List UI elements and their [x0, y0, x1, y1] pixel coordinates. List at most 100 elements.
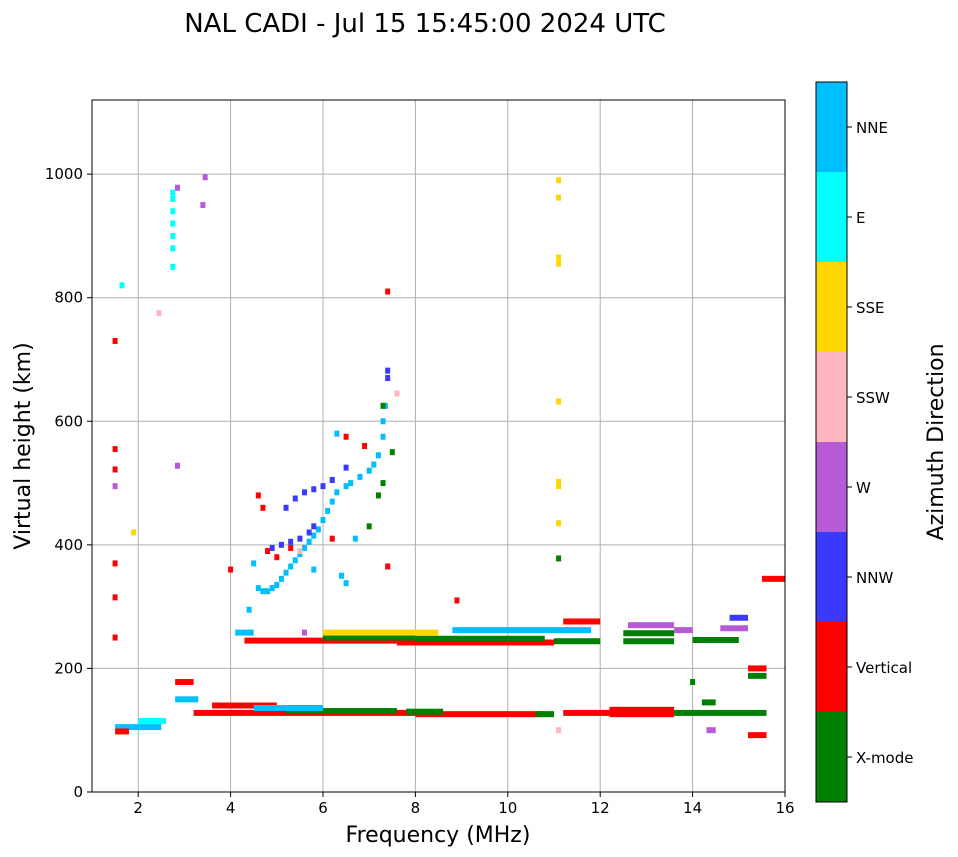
colorbar-segment-sse [816, 262, 847, 352]
echo-point-ssw [394, 390, 400, 397]
echo-point-sse [556, 483, 562, 490]
echo-run-w [627, 622, 675, 629]
echo-point-nnw [343, 464, 349, 471]
echo-point-nnw [329, 476, 335, 483]
echo-point-nne [334, 489, 340, 496]
echo-run-x-mode [323, 634, 416, 641]
echo-run-w [720, 625, 749, 632]
echo-point-sse [556, 520, 562, 527]
colorbar-tick-label: Vertical [856, 659, 912, 677]
echo-point-e [170, 195, 176, 202]
echo-point-x-mode [380, 480, 386, 487]
echo-point-nnw [311, 486, 317, 493]
y-tick-label: 0 [73, 783, 83, 801]
echo-point-vertical [112, 560, 118, 567]
echo-point-nne [297, 551, 303, 558]
echo-point-e [170, 189, 176, 196]
echo-point-vertical [265, 548, 271, 555]
y-tick-label: 800 [54, 289, 83, 307]
echo-point-nne [260, 588, 266, 595]
echo-run-x-mode [748, 672, 767, 679]
echo-point-sse [556, 177, 562, 184]
echo-point-nnw [306, 529, 312, 536]
echo-point-sse [556, 260, 562, 267]
echo-point-vertical [385, 563, 391, 570]
colorbar-tick-label: NNW [856, 569, 893, 587]
echo-run-vertical [244, 637, 397, 644]
echo-run-vertical [748, 665, 767, 672]
echo-point-nnw [288, 538, 294, 545]
echo-point-nne [255, 585, 261, 592]
echo-point-e [170, 263, 176, 270]
echo-point-x-mode [556, 555, 562, 562]
x-tick-label: 10 [498, 799, 517, 817]
echo-run-x-mode [535, 711, 554, 718]
echo-point-nnw [311, 523, 317, 530]
echo-run-nne [452, 627, 591, 634]
echo-run-x-mode [623, 638, 675, 645]
x-tick-label: 6 [318, 799, 328, 817]
echo-point-x-mode [375, 492, 381, 499]
echo-point-e [170, 208, 176, 215]
echo-point-nne [269, 585, 275, 592]
colorbar-label: Azimuth Direction [924, 343, 949, 540]
echo-point-nne [246, 606, 252, 613]
echo-point-nne [343, 580, 349, 587]
echo-point-vertical [255, 492, 261, 499]
echo-point-vertical [343, 433, 349, 440]
echo-run-w [674, 627, 693, 634]
echo-run-x-mode [692, 637, 739, 644]
echo-point-nne [302, 544, 308, 551]
colorbar-segment-x-mode [816, 712, 847, 802]
echo-point-ssw [297, 548, 303, 555]
echo-point-w [174, 184, 180, 191]
echo-point-sse [556, 398, 562, 405]
colorbar-tick-label: E [856, 209, 865, 227]
x-tick-label: 2 [133, 799, 143, 817]
echo-point-e [170, 232, 176, 239]
echo-point-nne [325, 507, 331, 514]
echo-point-nnw [385, 367, 391, 374]
colorbar-tick-label: X-mode [856, 749, 913, 767]
echo-point-nne [380, 418, 386, 425]
echo-run-x-mode [415, 635, 545, 642]
x-tick-label: 16 [775, 799, 794, 817]
y-tick-label: 1000 [45, 165, 83, 183]
echo-run-vertical [175, 679, 194, 686]
echo-point-nne [375, 452, 381, 459]
echo-point-x-mode [366, 523, 372, 530]
x-axis-label: Frequency (MHz) [346, 823, 531, 848]
x-tick-label: 12 [591, 799, 610, 817]
colorbar-segment-nnw [816, 532, 847, 622]
echo-point-nne [343, 483, 349, 490]
echo-point-e [119, 282, 125, 289]
echo-point-nnw [302, 489, 308, 496]
echo-point-vertical [260, 504, 266, 511]
echo-point-w [202, 174, 208, 181]
echo-point-ssw [556, 727, 562, 734]
echo-point-nne [334, 430, 340, 437]
echo-point-e [170, 245, 176, 252]
echo-point-vertical [329, 535, 335, 542]
colorbar-segment-ssw [816, 352, 847, 442]
echo-point-nnw [269, 544, 275, 551]
echo-point-nne [348, 480, 354, 487]
echo-point-nne [352, 535, 358, 542]
echo-run-nne [253, 704, 323, 711]
echo-run-nne [115, 724, 162, 731]
echo-run-x-mode [623, 630, 675, 637]
echo-point-nnw [297, 535, 303, 542]
echo-point-vertical [274, 554, 280, 561]
colorbar-frame [815, 81, 848, 803]
y-tick-label: 600 [54, 412, 83, 430]
echo-point-vertical [112, 594, 118, 601]
echo-point-nne [338, 572, 344, 579]
echo-point-w [200, 202, 206, 209]
echo-point-nne [371, 461, 377, 468]
x-tick-label: 4 [226, 799, 236, 817]
echo-point-vertical [288, 544, 294, 551]
echo-point-w [302, 629, 308, 636]
colorbar-segment-nne [816, 82, 847, 172]
